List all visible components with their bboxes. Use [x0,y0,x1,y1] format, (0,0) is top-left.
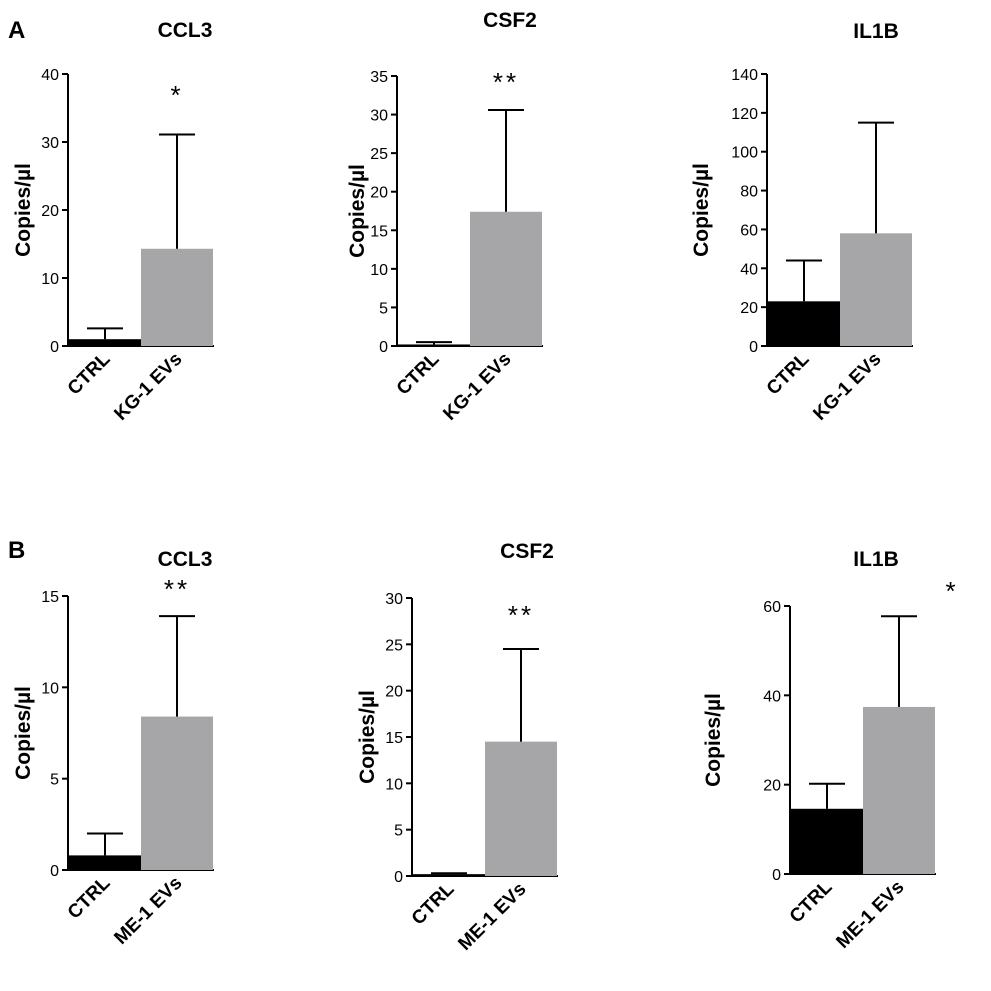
y-tick-label: 15 [385,730,403,747]
bar-ev [141,716,213,870]
y-tick-label: 20 [763,778,781,795]
significance-label: ** [508,600,534,630]
y-tick-label: 0 [379,339,388,356]
category-label: KG-1 EVs [110,349,186,425]
y-tick-label: 140 [731,67,758,84]
y-tick-label: 10 [41,271,59,288]
y-axis-label: Copies/µl [702,693,725,787]
y-axis-label: Copies/µl [690,163,713,257]
y-tick-label: 10 [41,680,59,697]
y-tick-label: 20 [370,185,388,202]
y-tick-label: 100 [731,145,758,162]
chart-title: IL1B [853,548,899,571]
y-tick-label: 60 [763,599,781,616]
chart-title: CCL3 [158,19,213,42]
category-label: ME-1 EVs [110,873,186,949]
y-tick-label: 20 [740,300,758,317]
y-tick-label: 15 [370,223,388,240]
y-tick-label: 20 [41,203,59,220]
bar-ctrl [413,874,485,876]
y-tick-label: 10 [385,776,403,793]
bar-ctrl [768,301,840,346]
chart-a-il1b: IL1B 0 20 40 60 80 100 120 140 Copies/µl CTRLKG-1 … [690,20,913,425]
y-tick-label: 30 [385,591,403,608]
y-tick-label: 25 [370,146,388,163]
y-axis-label: Copies/µl [356,690,379,784]
y-axis-label: Copies/µl [12,686,35,780]
bar-ctrl [69,339,141,346]
y-tick-label: 40 [740,261,758,278]
y-tick-label: 0 [394,869,403,886]
bar-ev [863,706,935,874]
significance-label: ** [164,574,190,604]
y-axis-label: Copies/µl [346,164,369,258]
category-label: KG-1 EVs [439,349,515,425]
y-tick-label: 0 [749,339,758,356]
category-label: CTRL [64,872,115,923]
significance-label: * [945,576,958,606]
bar-ev [141,248,213,346]
bar-ev [485,741,557,876]
category-label: ME-1 EVs [454,879,530,955]
y-tick-label: 5 [394,823,403,840]
category-label: CTRL [408,878,459,929]
y-tick-label: 25 [385,637,403,654]
y-tick-label: 0 [772,867,781,884]
y-tick-label: 0 [50,863,59,880]
significance-label: ** [493,67,519,97]
y-tick-label: 60 [740,222,758,239]
chart-title: IL1B [853,20,899,43]
y-tick-label: 5 [379,300,388,317]
category-label: CTRL [64,348,115,399]
y-tick-label: 15 [41,589,59,606]
category-label: CTRL [393,348,444,399]
y-tick-label: 10 [370,262,388,279]
bar-ctrl [69,855,141,870]
significance-label: * [170,80,183,110]
category-label: CTRL [763,348,814,399]
y-tick-label: 30 [41,135,59,152]
y-tick-label: 40 [763,688,781,705]
y-axis-label: Copies/µl [12,163,35,257]
y-tick-label: 35 [370,69,388,86]
chart-title: CSF2 [500,540,554,563]
bar-ev [840,233,912,346]
chart-title: CCL3 [158,548,213,571]
y-tick-label: 20 [385,684,403,701]
y-tick-label: 120 [731,106,758,123]
category-label: CTRL [786,876,837,927]
panel-label-a: A [8,17,25,44]
y-tick-label: 0 [50,339,59,356]
y-tick-label: 30 [370,108,388,125]
y-tick-label: 40 [41,67,59,84]
chart-title: CSF2 [483,9,537,32]
y-tick-label: 80 [740,184,758,201]
panel-label-b: B [8,537,25,564]
category-label: ME-1 EVs [832,877,908,953]
category-label: KG-1 EVs [809,349,885,425]
bar-ctrl [791,808,863,874]
bar-ev [470,211,542,346]
bar-ctrl [398,344,470,346]
y-tick-label: 5 [50,772,59,789]
